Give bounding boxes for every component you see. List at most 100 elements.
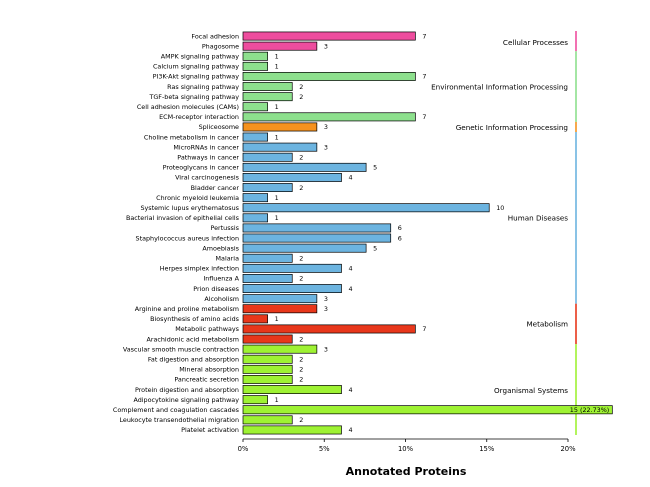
bar-amoebiasis [242,243,367,253]
value-label-micrornas-in-cancer: 3 [324,143,328,151]
category-label-bacterial-invasion-of-epithelial-cells: Bacterial invasion of epithelial cells [126,214,240,222]
bar-mineral-absorption [242,364,293,374]
bar-complement-and-coagulation-cascades [242,405,613,415]
x-tick-label-4: 20% [560,445,576,453]
category-label-choline-metabolism-in-cancer: Choline metabolism in cancer [144,133,239,141]
value-label-arachidonic-acid-metabolism: 2 [299,335,303,343]
category-label-cell-adhesion-molecules-cams: Cell adhesion molecules (CAMs) [137,103,239,111]
bar-ras-signaling-pathway [242,82,293,91]
bar-staphylococcus-aureus-infection [242,233,392,243]
bars: Focal adhesion 7 Phagosome 3 AMPK signaling … [113,31,613,435]
group-label-environmental-information-processing: Environmental Information Processing [431,83,568,92]
category-label-prion-diseases: Prion diseases [193,285,239,293]
value-label-bacterial-invasion-of-epithelial-cells: 1 [275,214,279,222]
bar-choline-metabolism-in-cancer [242,132,268,142]
bar-pancreatic-secretion [242,375,293,384]
bar-fat-digestion-and-absorption [242,354,293,364]
category-label-calcium-signaling-pathway: Calcium signaling pathway [153,63,239,71]
category-label-micrornas-in-cancer: MicroRNAs in cancer [173,143,239,151]
value-label-focal-adhesion: 7 [422,32,426,40]
value-label-herpes-simplex-infection: 4 [348,265,352,273]
bar-cell-adhesion-molecules-cams [242,102,268,112]
group-label-metabolism: Metabolism [526,319,568,328]
value-label-influenza-a: 2 [299,275,303,283]
category-label-ampk-signaling-pathway: AMPK signaling pathway [161,52,239,60]
bar-bladder-cancer [242,183,293,192]
bar-bacterial-invasion-of-epithelial-cells [242,213,268,223]
category-label-metabolic-pathways: Metabolic pathways [175,325,239,333]
bar-phagosome [242,41,318,51]
category-label-alcoholism: Alcoholism [204,295,239,303]
value-label-complement-and-coagulation-cascades: 15 (22.73%) [570,406,610,414]
value-label-calcium-signaling-pathway: 1 [275,63,279,71]
bar-spliceosome [242,122,318,132]
bar-micrornas-in-cancer [242,142,318,152]
category-label-influenza-a: Influenza A [203,275,239,283]
value-label-cell-adhesion-molecules-cams: 1 [275,103,279,111]
value-label-fat-digestion-and-absorption: 2 [299,355,303,363]
bar-tgf-beta-signaling-pathway [242,92,293,102]
group-bands: Cellular Processes Environmental Informat… [431,31,577,435]
value-label-adipocytokine-signaling-pathway: 1 [275,396,279,404]
category-label-pi3k-akt-signaling-pathway: PI3K-Akt signaling pathway [153,73,240,81]
bar-biosynthesis-of-amino-acids [242,314,268,324]
category-label-pancreatic-secretion: Pancreatic secretion [174,376,239,384]
value-label-viral-carcinogenesis: 4 [348,174,352,182]
value-label-systemic-lupus-erythematosus: 10 [496,204,504,212]
bar-proteoglycans-in-cancer [242,162,367,172]
value-label-tgf-beta-signaling-pathway: 2 [299,93,303,101]
bar-pathways-in-cancer [242,152,293,162]
value-label-choline-metabolism-in-cancer: 1 [275,133,279,141]
group-label-genetic-information-processing: Genetic Information Processing [456,123,568,132]
value-label-amoebiasis: 5 [373,244,377,252]
category-label-vascular-smooth-muscle-contraction: Vascular smooth muscle contraction [123,345,239,353]
value-label-pertussis: 6 [398,224,402,232]
bar-vascular-smooth-muscle-contraction [242,344,318,354]
bar-pertussis [242,223,392,233]
x-tick-label-2: 10% [398,445,414,453]
group-label-cellular-processes: Cellular Processes [503,38,568,47]
value-label-phagosome: 3 [324,42,328,50]
value-label-alcoholism: 3 [324,295,328,303]
bar-protein-digestion-and-absorption [242,385,342,395]
category-label-arginine-and-proline-metabolism: Arginine and proline metabolism [135,305,239,313]
category-label-pathways-in-cancer: Pathways in cancer [177,153,239,161]
value-label-ampk-signaling-pathway: 1 [275,52,279,60]
category-label-chronic-myeloid-leukemia: Chronic myeloid leukemia [156,194,239,202]
x-tick-label-0: 0% [238,445,249,453]
value-label-mineral-absorption: 2 [299,366,303,374]
bar-arachidonic-acid-metabolism [242,334,293,344]
category-label-ecm-receptor-interaction: ECM-receptor interaction [159,113,239,121]
value-label-vascular-smooth-muscle-contraction: 3 [324,345,328,353]
bar-systemic-lupus-erythematosus [242,203,490,213]
category-label-adipocytokine-signaling-pathway: Adipocytokine signaling pathway [133,396,239,404]
category-label-mineral-absorption: Mineral absorption [179,366,239,374]
category-label-spliceosome: Spliceosome [199,123,239,131]
x-axis: 0% 5% 10% 15% 20% [238,438,576,453]
bar-alcoholism [242,294,318,304]
category-label-arachidonic-acid-metabolism: Arachidonic acid metabolism [146,335,239,343]
category-label-viral-carcinogenesis: Viral carcinogenesis [175,174,240,182]
value-label-ras-signaling-pathway: 2 [299,83,303,91]
value-label-bladder-cancer: 2 [299,184,303,192]
category-label-malaria: Malaria [216,254,240,262]
value-label-pancreatic-secretion: 2 [299,376,303,384]
category-label-pertussis: Pertussis [210,224,239,232]
bar-viral-carcinogenesis [242,173,342,182]
category-label-biosynthesis-of-amino-acids: Biosynthesis of amino acids [150,315,240,323]
value-label-proteoglycans-in-cancer: 5 [373,164,377,172]
bar-arginine-and-proline-metabolism [242,304,318,314]
value-label-leukocyte-transendothelial-migration: 2 [299,416,303,424]
bar-metabolic-pathways [242,324,416,334]
category-label-tgf-beta-signaling-pathway: TGF-beta signaling pathway [148,93,239,101]
category-label-systemic-lupus-erythematosus: Systemic lupus erythematosus [140,204,239,212]
group-label-organismal-systems: Organismal Systems [494,386,568,395]
bar-focal-adhesion [242,31,416,41]
value-label-pi3k-akt-signaling-pathway: 7 [422,73,426,81]
category-label-platelet-activation: Platelet activation [181,426,239,434]
category-label-amoebiasis: Amoebiasis [202,244,239,252]
value-label-malaria: 2 [299,254,303,262]
category-label-ras-signaling-pathway: Ras signaling pathway [167,83,239,91]
bar-pi3k-akt-signaling-pathway [242,71,416,81]
